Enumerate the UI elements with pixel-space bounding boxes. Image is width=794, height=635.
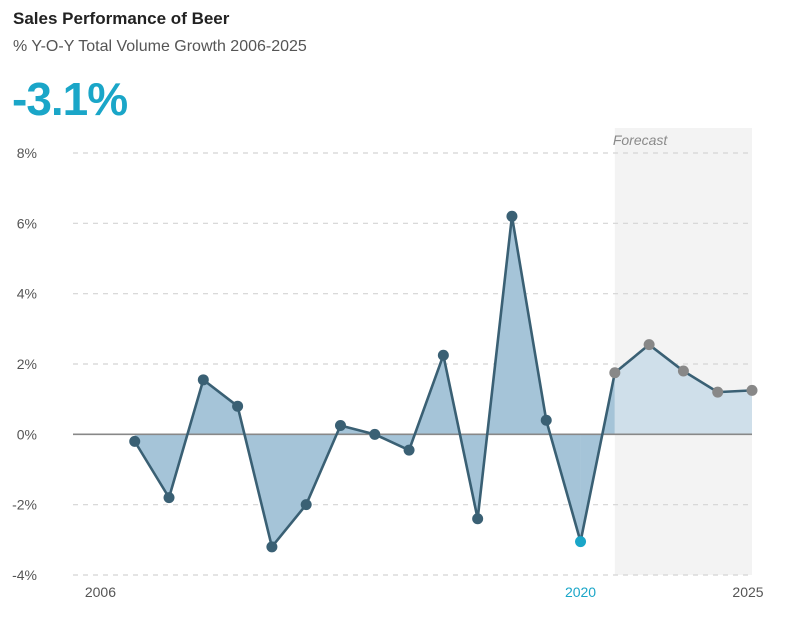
data-point-actual: [300, 499, 312, 511]
forecast-band: [614, 128, 752, 575]
x-tick-label: 2020: [565, 584, 596, 600]
data-point-actual: [197, 374, 209, 386]
data-point-actual: [472, 513, 484, 525]
data-point-forecast: [677, 365, 689, 377]
data-point-forecast: [643, 339, 655, 351]
data-point-forecast: [609, 367, 621, 379]
data-point-actual: [369, 428, 381, 440]
data-point-forecast: [746, 384, 758, 396]
x-tick-label: 2025: [732, 584, 763, 600]
data-point-actual: [403, 444, 415, 456]
data-point-actual: [334, 420, 346, 432]
area-forecast: [614, 344, 752, 435]
y-tick-label: 4%: [17, 286, 37, 302]
y-tick-label: -4%: [12, 567, 37, 583]
data-point-actual: [540, 414, 552, 426]
y-tick-label: 2%: [17, 356, 37, 372]
data-point-actual: [163, 492, 175, 504]
data-point-actual: [506, 210, 518, 222]
data-point-forecast: [712, 386, 724, 398]
forecast-label: Forecast: [613, 132, 669, 148]
kpi-value: -3.1%: [12, 73, 128, 125]
data-point-actual: [232, 400, 244, 412]
data-point-highlight: [575, 536, 587, 548]
y-tick-label: -2%: [12, 497, 37, 513]
data-point-actual: [129, 435, 141, 447]
area-actual: [134, 216, 581, 547]
y-tick-label: 0%: [17, 426, 37, 442]
y-tick-label: 6%: [17, 215, 37, 231]
data-point-actual: [266, 541, 278, 553]
chart-subtitle: % Y-O-Y Total Volume Growth 2006-2025: [13, 38, 307, 55]
y-tick-label: 8%: [17, 145, 37, 161]
data-point-actual: [437, 349, 449, 361]
chart-title: Sales Performance of Beer: [13, 9, 230, 28]
x-tick-label: 2006: [85, 584, 116, 600]
